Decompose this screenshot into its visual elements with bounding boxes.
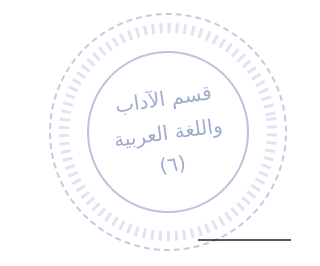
stamp-line: (٦) (158, 150, 187, 177)
stamp-line: واللغة العربية (112, 113, 224, 152)
stamp: قسم الآداب واللغة العربية (٦) (35, 0, 291, 265)
page: {"stamp": {"lines": ["قسم الآداب", "والل… (0, 0, 320, 266)
stamp-line: قسم الآداب (113, 80, 213, 117)
stamp-image: قسم الآداب واللغة العربية (٦) (0, 0, 291, 266)
